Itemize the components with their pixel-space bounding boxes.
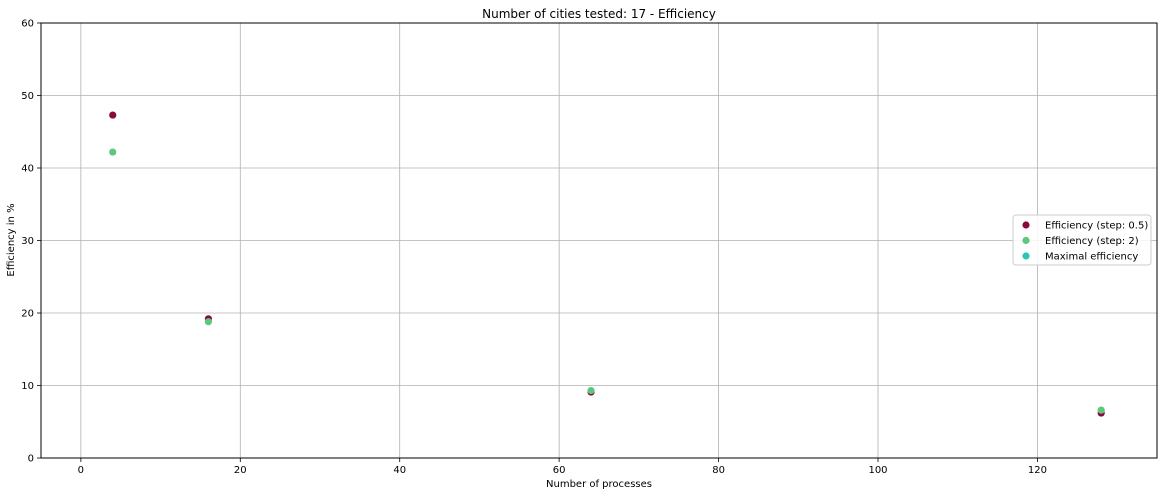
legend-label: Maximal efficiency bbox=[1045, 252, 1138, 263]
legend: Efficiency (step: 0.5) Efficiency (step: … bbox=[1012, 214, 1152, 266]
y-tick-label: 10 bbox=[21, 381, 34, 392]
x-tick-label: 40 bbox=[393, 465, 406, 476]
chart-title: Number of cities tested: 17 - Efficiency bbox=[482, 7, 716, 21]
x-tick-label: 60 bbox=[553, 465, 566, 476]
data-points bbox=[109, 111, 1105, 417]
y-axis-ticks: 0 10 20 30 40 50 60 bbox=[21, 19, 41, 465]
x-axis-label: Number of processes bbox=[546, 479, 652, 490]
y-tick-label: 60 bbox=[21, 19, 34, 30]
legend-marker bbox=[1022, 252, 1030, 260]
legend-box bbox=[1012, 214, 1152, 266]
data-point-series-1 bbox=[587, 386, 595, 395]
legend-label: Efficiency (step: 2) bbox=[1045, 236, 1139, 247]
y-tick-label: 0 bbox=[28, 454, 34, 465]
y-tick-label: 50 bbox=[21, 91, 34, 102]
x-tick-label: 0 bbox=[78, 465, 84, 476]
y-axis-label: Efficiency in % bbox=[6, 203, 17, 276]
x-tick-label: 20 bbox=[234, 465, 247, 476]
y-tick-label: 30 bbox=[21, 236, 34, 247]
data-point-series-0 bbox=[109, 111, 117, 119]
y-tick-label: 40 bbox=[21, 164, 34, 175]
x-tick-label: 120 bbox=[1028, 465, 1047, 476]
data-point-series-1 bbox=[204, 318, 212, 326]
x-tick-label: 80 bbox=[712, 465, 725, 476]
legend-marker bbox=[1022, 236, 1030, 245]
x-axis-ticks: 0 20 40 60 80 100 120 bbox=[78, 458, 1047, 476]
data-point-series-1 bbox=[1097, 406, 1105, 414]
plot-frame bbox=[40, 22, 1158, 459]
legend-label: Efficiency (step: 0.5) bbox=[1045, 221, 1148, 232]
data-point-series-1 bbox=[109, 148, 117, 156]
y-tick-label: 20 bbox=[21, 309, 34, 320]
x-tick-label: 100 bbox=[868, 465, 887, 476]
legend-marker bbox=[1022, 221, 1030, 229]
